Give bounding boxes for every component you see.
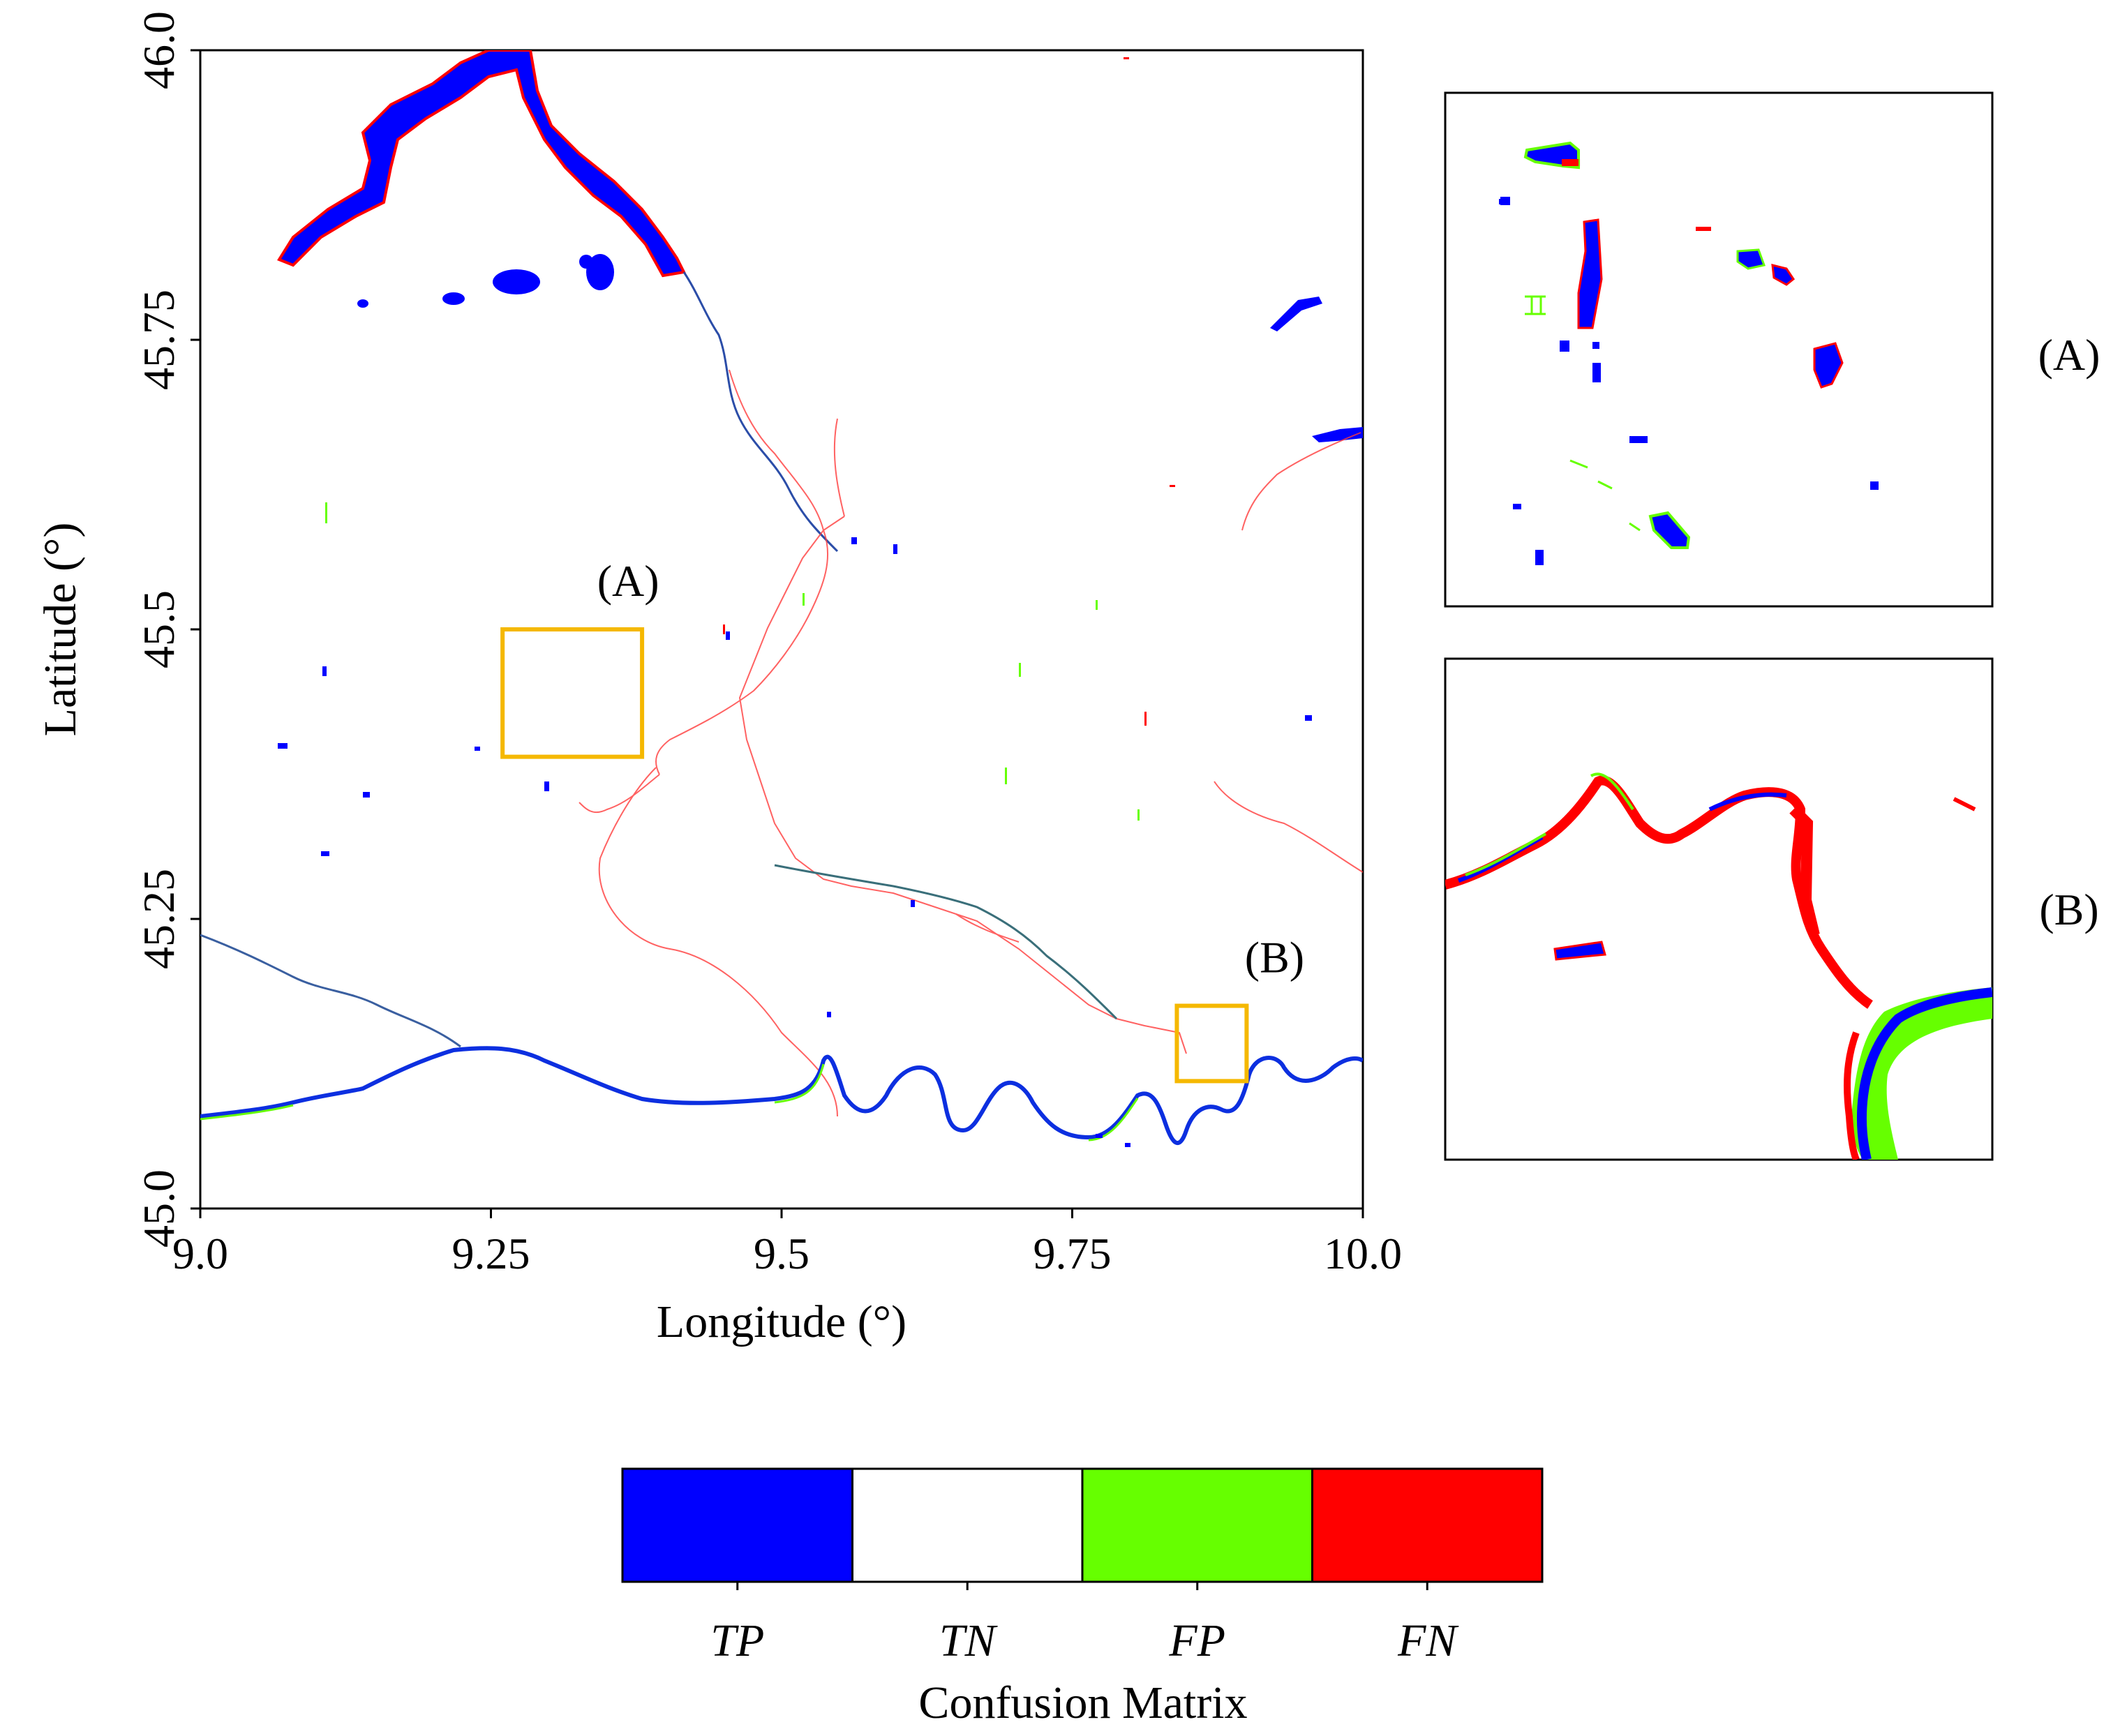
inset-a: (A) — [1444, 91, 2100, 608]
lake — [579, 255, 593, 269]
inset-b-main-river-tp — [1856, 987, 1992, 1160]
y-tick-label: 45.75 — [134, 290, 184, 390]
scattered-water-bodies — [278, 537, 1312, 1147]
main-map-frame — [199, 49, 1364, 1210]
region-box-a[interactable] — [500, 627, 645, 759]
inset-a-lake — [1513, 504, 1521, 509]
legend-swatch-tp — [621, 1467, 853, 1583]
region-label-a: (A) — [597, 556, 659, 606]
lake — [493, 269, 540, 294]
lake — [357, 299, 368, 308]
legend-label-fp: FP — [1168, 1615, 1225, 1666]
inset-a-fp — [1525, 295, 1641, 532]
inset-a-lake — [1560, 341, 1569, 352]
lake-east — [1270, 297, 1322, 331]
inset-a-lake — [1499, 199, 1506, 204]
legend-swatch-fn — [1311, 1467, 1544, 1583]
y-tick-label: 45.5 — [134, 590, 184, 668]
inset-a-lake — [1771, 264, 1796, 286]
water-classification-layer — [200, 50, 1363, 1147]
fp-specks — [325, 502, 1140, 821]
x-tick-label: 9.5 — [754, 1229, 809, 1278]
y-axis-label: Latitude (°) — [35, 523, 86, 737]
inset-a-lake — [1813, 342, 1844, 389]
inset-a-label: (A) — [2038, 330, 2100, 380]
legend-label-tp: TP — [710, 1615, 764, 1666]
legend-colorbar — [621, 1467, 1544, 1583]
inset-a-fn — [1562, 159, 1579, 166]
inset-a-frame — [1444, 91, 1994, 608]
legend-label-tn: TN — [939, 1615, 999, 1666]
x-tick-label: 9.75 — [1033, 1229, 1112, 1278]
southern-river — [200, 1046, 1363, 1146]
inset-b-frame — [1444, 657, 1994, 1161]
river-east-edge — [1312, 427, 1363, 442]
inset-b-label: (B) — [2039, 885, 2098, 934]
y-tick-label: 45.25 — [134, 869, 184, 969]
inset-b-fn-speck — [1953, 797, 1976, 811]
legend-ticks: TP TN FP FN — [710, 1582, 1459, 1666]
inset-b-river-fp — [1465, 772, 1634, 876]
inset-b-main-river-fn — [1844, 1031, 1860, 1160]
inset-a-lake — [1592, 363, 1601, 382]
y-axis-ticks: 45.0 45.25 45.5 45.75 46.0 — [134, 11, 200, 1248]
inset-a-lake — [1870, 481, 1879, 490]
northern-river-thin — [682, 271, 839, 553]
inset-b: (B) — [1444, 657, 2099, 1161]
inset-a-lake — [1535, 550, 1544, 565]
inset-a-lake — [1577, 218, 1603, 329]
inset-b-water-layer — [1445, 772, 1992, 1160]
x-axis-ticks: 9.0 9.25 9.5 9.75 10.0 — [172, 1209, 1402, 1278]
legend: TP TN FP FN Confusion Matrix — [621, 1467, 1544, 1728]
legend-swatch-tn — [851, 1467, 1084, 1583]
y-tick-label: 46.0 — [134, 11, 184, 89]
lake — [586, 254, 614, 290]
inset-a-water-layer — [1499, 141, 1879, 565]
main-map: (A) (B) 9.0 9.25 9.5 9.75 10.0 45.0 45.25 45.5… — [35, 11, 1402, 1347]
inset-a-lake — [1648, 511, 1691, 549]
central-tributary — [774, 864, 1118, 1020]
western-tributary — [200, 934, 461, 1048]
inset-a-fn — [1696, 227, 1711, 231]
x-tick-label: 9.25 — [452, 1229, 530, 1278]
legend-label-fn: FN — [1397, 1615, 1459, 1666]
x-tick-label: 10.0 — [1324, 1229, 1402, 1278]
inset-a-lake — [1736, 248, 1766, 270]
x-axis-label: Longitude (°) — [657, 1296, 906, 1347]
lake — [442, 292, 465, 305]
fn-specks — [723, 57, 1175, 726]
region-box-b[interactable] — [1174, 1003, 1249, 1084]
inset-a-lake — [1629, 436, 1648, 443]
legend-swatch-fp — [1081, 1467, 1313, 1583]
inset-b-fn-channel — [1789, 805, 1820, 936]
x-tick-label: 9.0 — [172, 1229, 228, 1278]
fn-river-network — [579, 369, 1363, 1117]
southern-river-fp-edge — [200, 1063, 1139, 1142]
inset-b-lake — [1553, 941, 1606, 961]
y-tick-label: 45.0 — [134, 1169, 184, 1248]
inset-a-lake — [1592, 342, 1599, 349]
legend-title: Confusion Matrix — [918, 1677, 1247, 1728]
region-label-b: (B) — [1245, 933, 1304, 982]
